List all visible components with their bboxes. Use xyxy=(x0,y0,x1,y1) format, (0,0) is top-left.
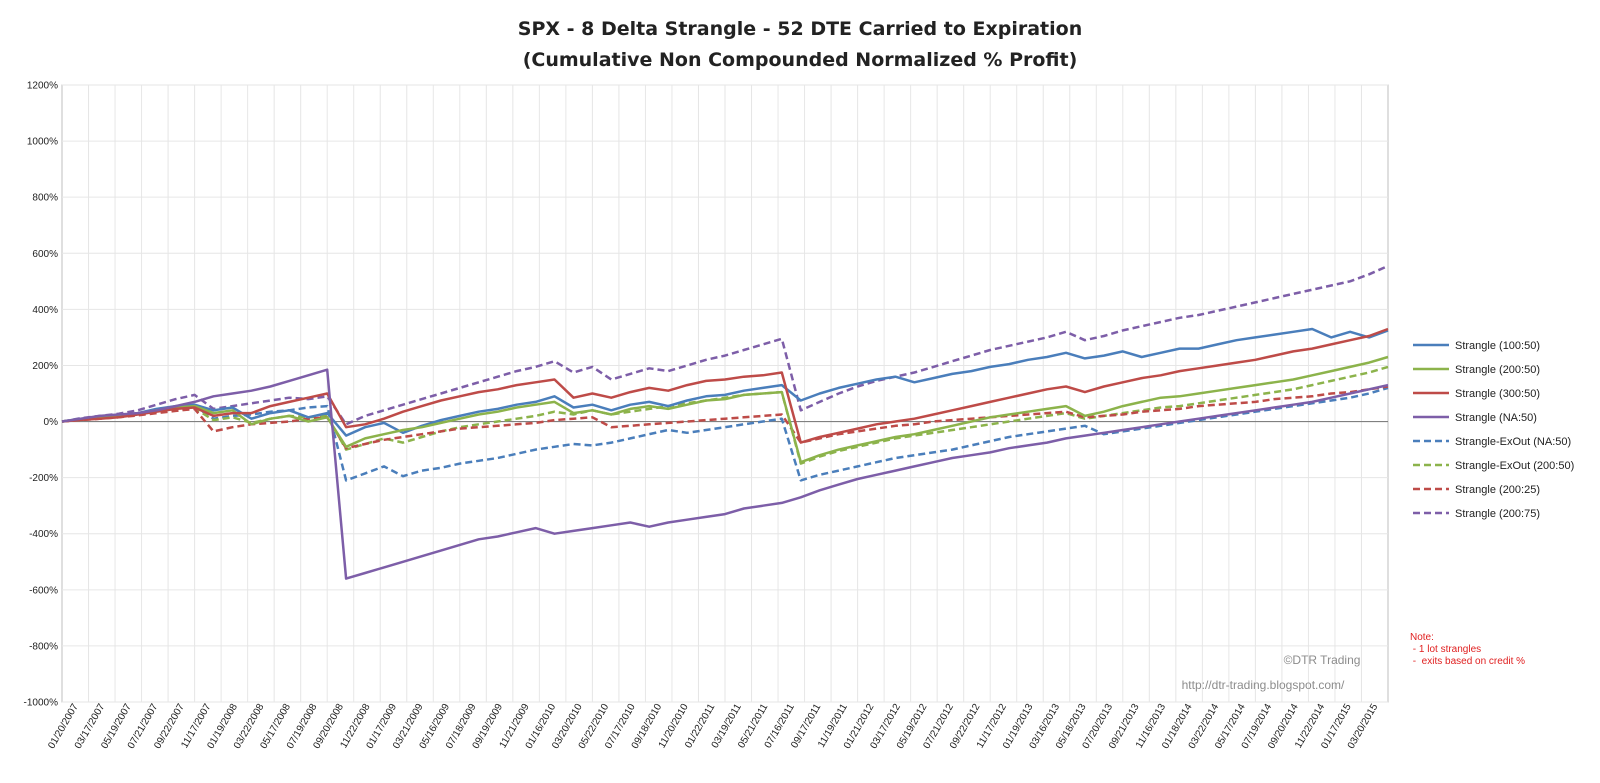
chart-title: SPX - 8 Delta Strangle - 52 DTE Carried … xyxy=(518,18,1082,40)
y-tick-label: 0% xyxy=(44,417,59,428)
y-tick-label: 600% xyxy=(32,249,58,260)
legend-label: Strangle (200:25) xyxy=(1455,484,1540,496)
watermark-url: http://dtr-trading.blogspot.com/ xyxy=(1182,678,1345,692)
y-tick-label: 1000% xyxy=(27,137,58,148)
legend-label: Strangle (200:50) xyxy=(1455,364,1540,376)
legend-label: Strangle (200:75) xyxy=(1455,508,1540,520)
watermark-copyright: ©DTR Trading xyxy=(1284,653,1361,667)
y-tick-label: 800% xyxy=(32,193,58,204)
note-line: Note: xyxy=(1410,632,1434,643)
legend-label: Strangle (NA:50) xyxy=(1455,412,1537,424)
note: Note: - 1 lot strangles - exits based on… xyxy=(1410,632,1525,667)
y-tick-label: -200% xyxy=(29,473,58,484)
note-line: - exits based on credit % xyxy=(1410,656,1525,667)
y-tick-label: -800% xyxy=(29,641,58,652)
series-lines xyxy=(61,264,1389,580)
legend-label: Strangle-ExOut (NA:50) xyxy=(1455,436,1571,448)
legend-label: Strangle-ExOut (200:50) xyxy=(1455,460,1574,472)
series-line xyxy=(61,327,1389,437)
watermark: ©DTR Trading http://dtr-trading.blogspot.… xyxy=(1182,653,1361,692)
legend-label: Strangle (300:50) xyxy=(1455,388,1540,400)
series-line xyxy=(61,368,1389,580)
legend-label: Strangle (100:50) xyxy=(1455,340,1540,352)
y-tick-label: -1000% xyxy=(24,698,59,709)
series-line xyxy=(61,355,1389,464)
series-line xyxy=(61,264,1389,426)
legend: Strangle (100:50) Strangle (200:50) Strang… xyxy=(1413,340,1574,520)
series-line xyxy=(61,385,1389,450)
y-tick-labels: 1200% 1000% 800% 600% 400% 200% 0% -200% -400% -6… xyxy=(24,81,59,709)
series-line xyxy=(61,327,1389,444)
chart-subtitle: (Cumulative Non Compounded Normalized % … xyxy=(523,49,1078,71)
y-tick-label: 400% xyxy=(32,305,58,316)
note-line: - 1 lot strangles xyxy=(1410,644,1481,655)
y-tick-label: -400% xyxy=(29,529,58,540)
y-tick-label: -600% xyxy=(29,585,58,596)
y-tick-label: 1200% xyxy=(27,81,58,92)
y-tick-label: 200% xyxy=(32,361,58,372)
